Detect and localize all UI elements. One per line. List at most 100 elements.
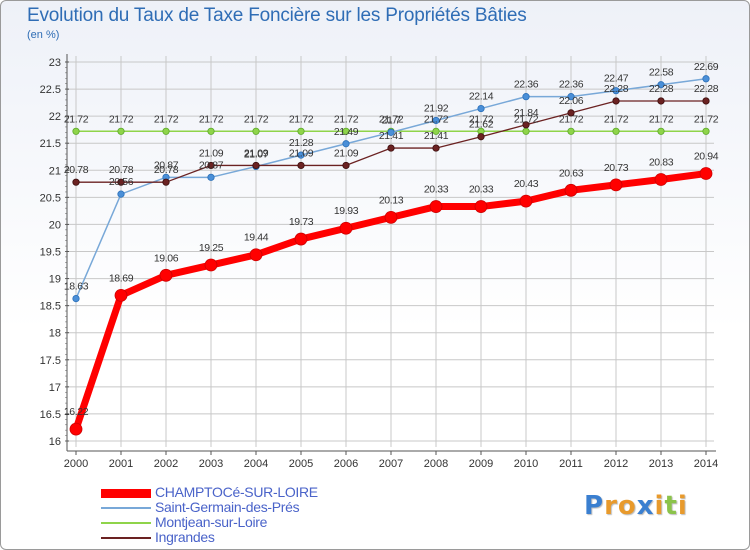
data-point <box>702 97 710 105</box>
data-point <box>117 127 125 135</box>
data-label: 21.62 <box>469 119 494 131</box>
data-label: 18.69 <box>109 272 134 284</box>
data-label: 19.93 <box>334 205 359 217</box>
data-label: 21.09 <box>334 147 359 159</box>
data-point <box>702 127 710 135</box>
logo-letter: i <box>654 491 665 521</box>
y-axis-unit-label: (en %) <box>27 29 60 41</box>
data-label: 21.72 <box>604 113 629 125</box>
data-point <box>474 200 488 213</box>
data-label: 21.72 <box>694 113 719 125</box>
data-point <box>297 127 305 135</box>
data-point <box>117 190 125 198</box>
data-label: 20.78 <box>64 164 89 176</box>
data-point <box>297 161 305 170</box>
data-point <box>159 268 173 282</box>
data-label: 21.84 <box>514 107 539 119</box>
data-label: 20.78 <box>109 164 134 176</box>
data-point <box>522 127 530 135</box>
series-0 <box>69 167 713 436</box>
legend-swatch <box>101 522 151 524</box>
data-label: 21.72 <box>649 113 674 125</box>
data-point <box>207 127 215 135</box>
y-tick-label: 20.5 <box>40 192 61 204</box>
data-point <box>567 109 575 117</box>
y-tick-label: 19.5 <box>40 247 61 259</box>
legend-swatch <box>101 537 151 539</box>
data-label: 19.25 <box>199 242 224 254</box>
data-label: 21.72 <box>154 113 179 125</box>
y-tick-label: 21.5 <box>40 138 61 150</box>
data-point <box>699 167 713 180</box>
data-label: 21.72 <box>469 113 494 125</box>
y-tick-label: 22.5 <box>40 84 61 96</box>
y-tick-label: 19 <box>49 274 61 286</box>
x-tick-label: 2002 <box>154 458 178 470</box>
data-label: 21.92 <box>424 102 449 114</box>
data-point <box>72 127 80 135</box>
x-tick-label: 2008 <box>424 458 448 470</box>
series-3 <box>72 97 710 186</box>
data-label: 21.09 <box>199 147 224 159</box>
data-point <box>207 161 215 170</box>
y-tick-label: 16 <box>49 436 61 448</box>
data-point <box>657 97 665 105</box>
data-label: 20.73 <box>604 162 629 174</box>
x-tick-label: 2000 <box>64 458 88 470</box>
data-label: 20.83 <box>649 156 674 168</box>
data-point <box>429 200 443 213</box>
series-2 <box>72 127 710 135</box>
data-label: 20.43 <box>514 178 539 190</box>
data-label: 16.22 <box>64 406 89 418</box>
data-label: 20.33 <box>424 184 449 196</box>
data-point <box>114 288 128 302</box>
data-label: 20.56 <box>109 176 134 188</box>
logo-letter: i <box>677 491 688 521</box>
data-point <box>69 422 83 436</box>
legend-label: Montjean-sur-Loire <box>155 514 268 530</box>
data-label: 20.33 <box>469 184 494 196</box>
chart-title: Evolution du Taux de Taxe Foncière sur l… <box>27 5 527 26</box>
x-tick-label: 2001 <box>109 458 133 470</box>
x-tick-label: 2009 <box>469 458 493 470</box>
data-label: 22.28 <box>649 83 674 95</box>
data-label: 21.41 <box>379 130 404 142</box>
data-point <box>342 140 350 148</box>
data-point <box>702 75 710 83</box>
proxiti-logo: Proxiti <box>584 491 688 521</box>
series-1 <box>72 75 710 303</box>
x-tick-label: 2004 <box>244 458 268 470</box>
data-label: 20.63 <box>559 167 584 179</box>
data-point <box>657 127 665 135</box>
y-tick-label: 18 <box>49 328 61 340</box>
data-point <box>564 183 578 197</box>
logo-letter: r <box>604 491 618 521</box>
data-point <box>252 127 260 135</box>
x-tick-label: 2011 <box>559 458 583 470</box>
data-point <box>612 87 620 95</box>
data-point <box>432 127 440 135</box>
data-label: 21.72 <box>424 113 449 125</box>
data-point <box>567 127 575 135</box>
x-tick-label: 2006 <box>334 458 358 470</box>
data-label: 18.63 <box>64 281 89 293</box>
x-tick-label: 2013 <box>649 458 673 470</box>
data-point <box>609 178 623 192</box>
data-label: 20.78 <box>154 164 179 176</box>
x-tick-label: 2005 <box>289 458 313 470</box>
data-label: 21.72 <box>289 113 314 125</box>
data-point <box>657 81 665 89</box>
data-label: 22.58 <box>649 67 674 79</box>
data-point <box>432 144 440 152</box>
data-label: 21.72 <box>244 113 269 125</box>
data-label: 21.72 <box>514 113 539 125</box>
data-label: 21.72 <box>109 113 134 125</box>
data-label: 21.72 <box>559 113 584 125</box>
data-point <box>654 173 668 186</box>
data-label: 22.14 <box>469 91 494 103</box>
data-point <box>612 127 620 135</box>
data-point <box>72 178 80 186</box>
data-point <box>162 127 170 135</box>
data-point <box>522 121 530 129</box>
logo-letter: x <box>636 491 655 521</box>
